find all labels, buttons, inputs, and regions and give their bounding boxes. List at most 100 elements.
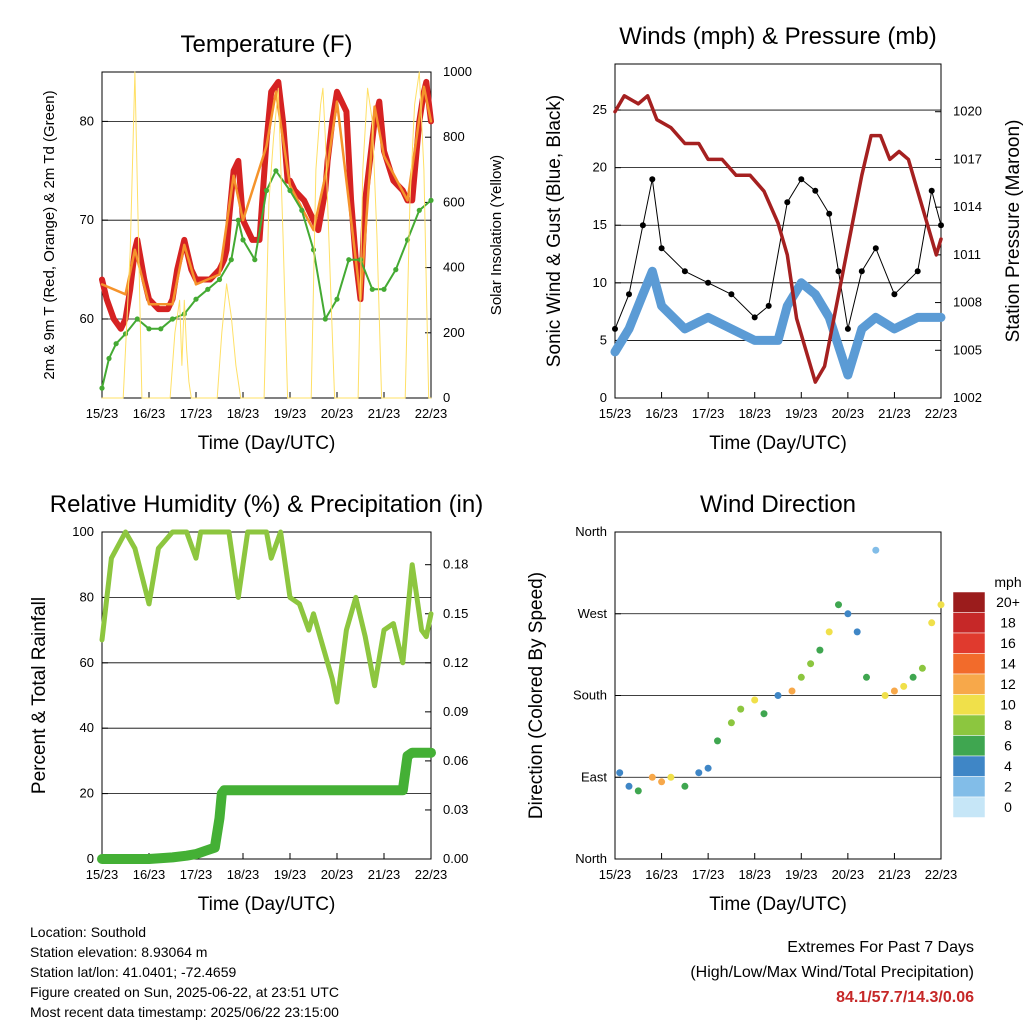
x-tick-label: 21/23 [878, 406, 911, 421]
x-tick-label: 22/23 [925, 406, 958, 421]
dewpoint-point [122, 331, 129, 337]
y-right-tick-label: 0.15 [443, 606, 468, 621]
x-tick-label: 19/23 [785, 406, 818, 421]
plot-frame [101, 71, 432, 399]
x-tick-label: 22/23 [925, 867, 958, 882]
x-tick-label: 22/23 [415, 867, 448, 882]
y-tick-label: 0 [600, 390, 607, 405]
dewpoint-point [169, 316, 176, 322]
x-tick-label: 20/23 [832, 406, 865, 421]
legend-swatch [952, 796, 986, 818]
dewpoint-point [263, 187, 270, 194]
location-text: Location: Southold [30, 924, 146, 940]
y-right-tick-label: 0.03 [443, 802, 468, 817]
direction-point [918, 664, 926, 672]
y-tick-label: 60 [80, 311, 94, 326]
dewpoint-point [369, 286, 375, 292]
x-tick-label: 22/23 [415, 406, 448, 421]
dewpoint-point [310, 247, 317, 253]
y-right-tick-label: 800 [443, 129, 465, 144]
plot-frame [614, 63, 942, 399]
x-tick-label: 19/23 [274, 867, 307, 882]
y-right-axis-label: Station Pressure (Maroon) [1003, 120, 1024, 343]
legend-swatch [952, 632, 986, 654]
y-tick-label: 70 [80, 212, 94, 227]
x-tick-label: 16/23 [645, 867, 678, 882]
created-text: Figure created on Sun, 2025-06-22, at 23… [30, 984, 339, 1000]
y-right-tick-label: 0.06 [443, 753, 468, 768]
legend-swatch [952, 714, 986, 736]
direction-point [928, 619, 936, 627]
direction-point [788, 687, 796, 695]
dewpoint-point [228, 257, 234, 263]
y-tick-label: 20 [80, 786, 94, 801]
dewpoint-point [346, 257, 352, 263]
direction-point [751, 696, 759, 704]
legend-swatch [952, 612, 986, 634]
dewpoint-point [205, 286, 211, 292]
y-axis-label: Percent & Total Rainfall [29, 597, 50, 794]
x-tick-label: 21/23 [368, 867, 401, 882]
legend-swatch [952, 673, 986, 695]
y-right-tick-label: 1020 [953, 104, 982, 119]
dewpoint-point [381, 286, 387, 292]
dewpoint-point [181, 311, 187, 317]
panel-2: 15/23 16/23 17/23 18/23 19/23 20/23 21/23 22/23… [544, 23, 1024, 454]
legend-label: 12 [1000, 676, 1016, 692]
legend-label: 4 [1004, 758, 1012, 774]
x-tick-label: 17/23 [692, 406, 725, 421]
y-right-tick-label: 1002 [953, 390, 982, 405]
x-tick-label: 20/23 [321, 406, 354, 421]
extremes-subtitle: (High/Low/Max Wind/Total Precipitation) [690, 964, 974, 981]
panel-3: 15/23 16/23 17/23 18/23 19/23 20/23 21/23 22/23… [29, 491, 483, 915]
y-tick-label: 5 [600, 332, 607, 347]
direction-point [909, 673, 917, 681]
direction-point [714, 737, 721, 745]
direction-point [890, 687, 898, 695]
dewpoint-point [193, 296, 199, 302]
y-tick-label: 25 [593, 102, 607, 117]
wind-gust-point [765, 302, 772, 309]
wind-gust-point [835, 268, 842, 275]
wind-gust-point [649, 176, 656, 183]
dewpoint-point [334, 296, 340, 302]
x-axis-label: Time (Day/UTC) [709, 433, 847, 454]
dewpoint-point [299, 207, 305, 213]
y-tick-label: North [575, 524, 607, 539]
x-tick-label: 15/23 [599, 867, 632, 882]
elevation-text: Station elevation: 8.93064 m [30, 944, 208, 960]
y-right-tick-label: 0.18 [443, 557, 468, 572]
wind-gust-point [681, 268, 688, 275]
direction-point [704, 764, 712, 772]
wind-gust-point [812, 187, 819, 194]
wind-gust-point [928, 187, 935, 194]
wind-gust-point [751, 314, 758, 321]
y-tick-label: 20 [593, 160, 607, 175]
y-right-tick-label: 0.12 [443, 655, 468, 670]
x-tick-label: 18/23 [738, 867, 771, 882]
chart-title: Wind Direction [700, 491, 856, 518]
dewpoint-point [393, 267, 399, 273]
direction-point [625, 782, 633, 790]
y-tick-label: 80 [80, 589, 94, 604]
legend-swatch [952, 735, 986, 757]
dewpoint-point [146, 326, 152, 332]
dewpoint-point [113, 341, 119, 347]
dewpoint-point [428, 197, 434, 203]
x-axis-label: Time (Day/UTC) [709, 894, 847, 915]
wind-gust-point [938, 222, 944, 229]
y-tick-label: South [573, 688, 607, 703]
y-right-tick-label: 200 [443, 325, 465, 340]
legend-swatch [952, 776, 986, 798]
y-right-tick-label: 1000 [443, 64, 472, 79]
y-tick-label: 100 [72, 524, 94, 539]
y-tick-label: 60 [80, 655, 94, 670]
direction-point [727, 719, 735, 727]
y-right-axis-label: Solar Insolation (Yellow) [488, 155, 505, 315]
direction-point [872, 546, 880, 554]
legend-label: 16 [1000, 635, 1016, 651]
latlon-text: Station lat/lon: 41.0401; -72.4659 [30, 964, 237, 980]
wind-gust-point [612, 325, 618, 332]
pressure-line [613, 94, 943, 384]
